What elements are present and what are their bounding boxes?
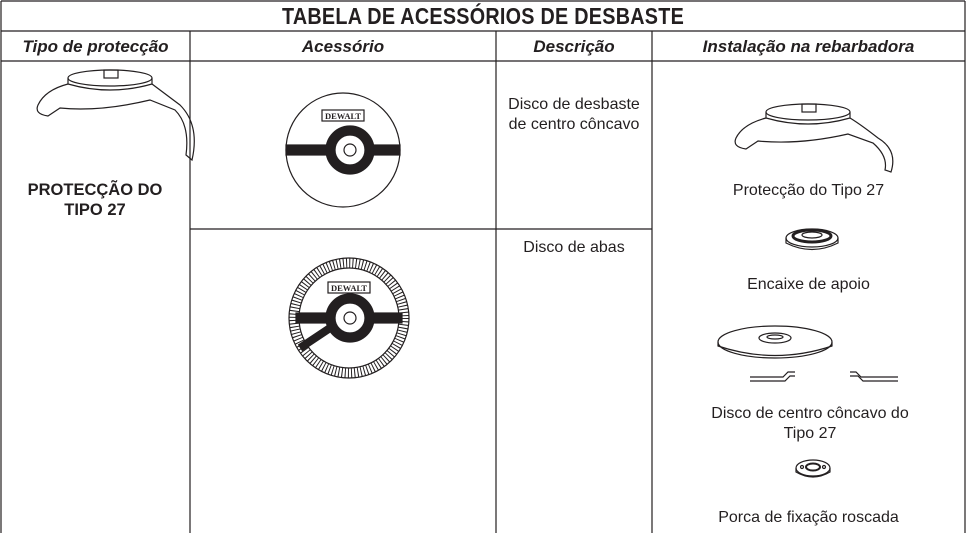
guard-type: PROTECÇÃO DO TIPO 27 <box>27 181 163 219</box>
flap-disc-icon <box>288 257 410 379</box>
disc-logo: DEWALT <box>325 111 361 121</box>
description: Disco de abas <box>523 239 625 256</box>
install-item: Encaixe de apoio <box>747 276 870 293</box>
column-header: Tipo de protecção <box>22 37 169 56</box>
disc-side-icon <box>717 325 898 382</box>
guard-icon <box>734 103 894 173</box>
column-header: Instalação na rebarbadora <box>702 37 915 56</box>
nut-icon <box>795 459 831 478</box>
install-item: Protecção do Tipo 27 <box>732 182 885 199</box>
table-title: TABELA DE ACESSÓRIOS DE DESBASTE <box>281 3 685 29</box>
disc-icon <box>285 92 401 208</box>
install-item: Disco de centro côncavo do Tipo 27 <box>711 405 909 442</box>
column-header: Descrição <box>533 37 615 56</box>
disc-logo: DEWALT <box>331 283 367 293</box>
column-header: Acessório <box>301 37 385 56</box>
install-item: Porca de fixação roscada <box>718 509 899 526</box>
guard-icon <box>36 69 195 162</box>
description: Disco de desbaste de centro côncavo <box>508 96 640 133</box>
flange-icon <box>785 228 839 251</box>
